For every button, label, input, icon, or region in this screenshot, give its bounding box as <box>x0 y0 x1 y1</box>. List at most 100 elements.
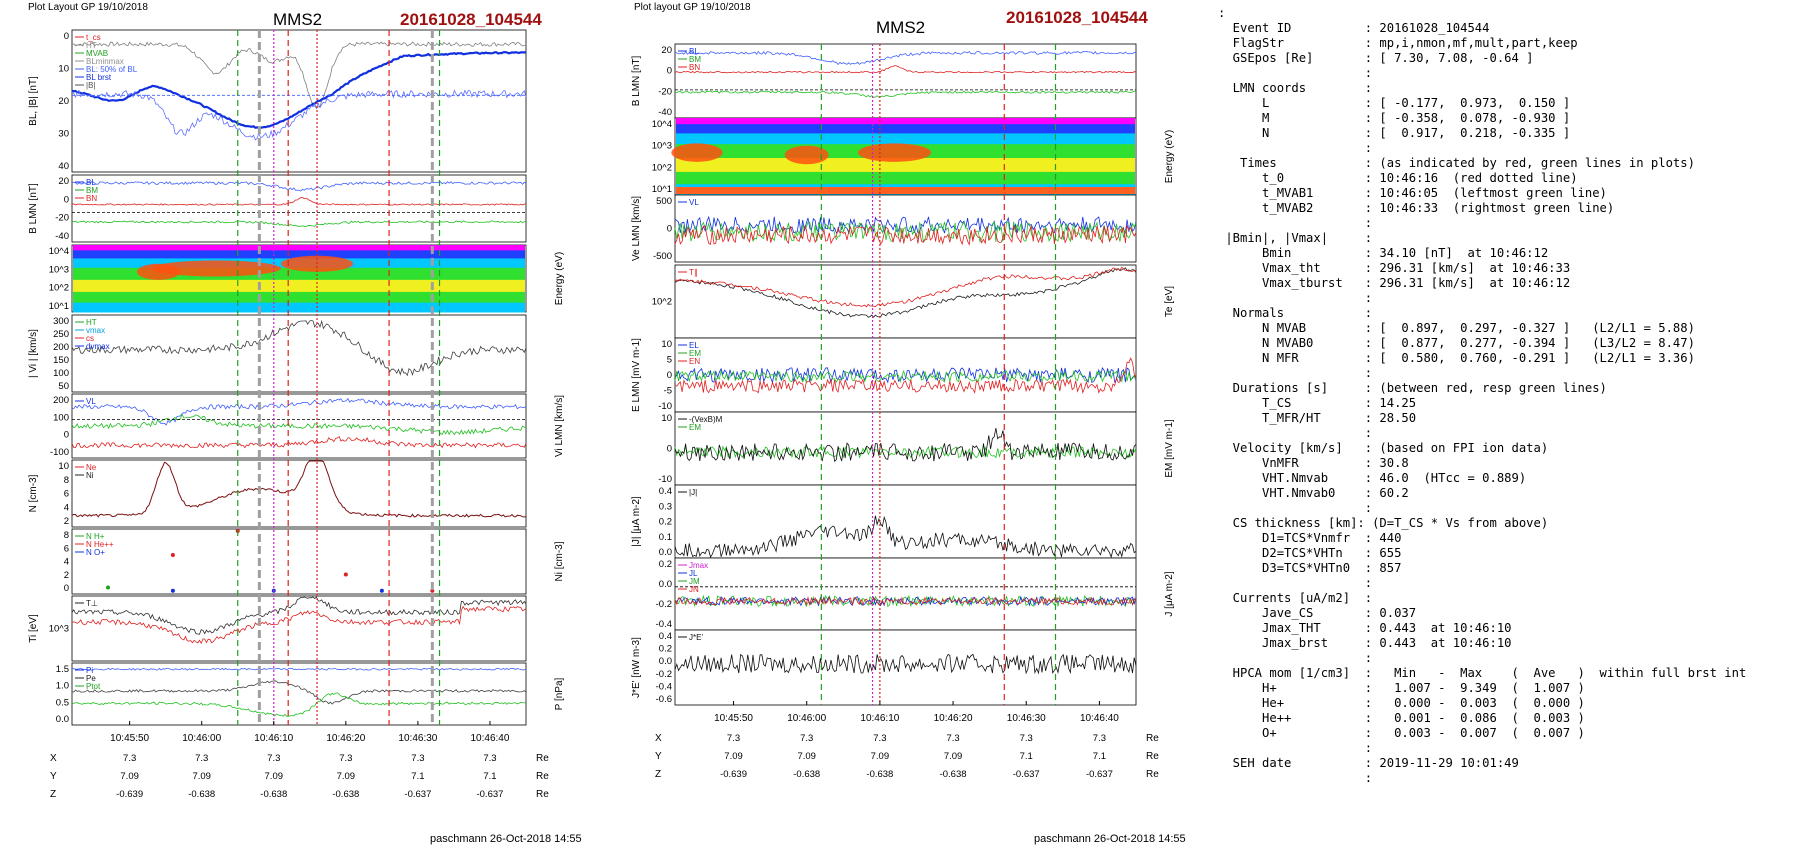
info-line: : <box>1218 291 1373 305</box>
left-footer: paschmann 26-Oct-2018 14:55 <box>430 833 582 845</box>
event-info-panel: : Event ID : 20161028_104544 FlagStr : m… <box>1218 6 1798 796</box>
info-line: : <box>1218 501 1373 515</box>
position-value: 7.09 <box>337 771 356 782</box>
tick-label: -10 <box>658 474 672 485</box>
info-line: D2=TCS*VHTn : 655 <box>1218 546 1402 560</box>
legend-entry: N O+ <box>86 548 105 557</box>
position-unit: Re <box>1146 751 1159 762</box>
position-value: 7.3 <box>1020 733 1033 744</box>
info-line: Times : (as indicated by red, green line… <box>1218 156 1695 170</box>
tick-label: -40 <box>55 231 69 242</box>
series-line <box>674 215 1137 235</box>
axis-label: | Vi | [km/s] <box>28 329 39 378</box>
tick-label: 20 <box>58 96 69 107</box>
info-line: Event ID : 20161028_104544 <box>1218 21 1490 35</box>
position-value: -0.638 <box>188 789 215 800</box>
tick-label: 50 <box>58 381 69 392</box>
series-line <box>674 653 1137 675</box>
info-line: Jmax_THT : 0.443 at 10:46:10 <box>1218 621 1512 635</box>
position-value: 7.3 <box>800 733 813 744</box>
position-value: -0.639 <box>116 789 143 800</box>
legend-entry: Pi <box>86 666 93 675</box>
position-unit: Re <box>1146 733 1159 744</box>
left-event-id: 20161028_104544 <box>400 10 542 29</box>
series-line <box>674 266 1137 308</box>
tick-label: 0 <box>667 66 672 77</box>
position-value: 7.1 <box>1020 751 1033 762</box>
legend-entry: vmax <box>86 326 105 335</box>
position-value: 7.3 <box>946 733 959 744</box>
info-line: : <box>1218 576 1373 590</box>
axis-label: J [μA m-2] <box>1164 571 1175 616</box>
position-value: 7.3 <box>411 753 424 764</box>
x-tick-label: 10:45:50 <box>110 733 149 744</box>
axis-label: Te [eV] <box>1164 286 1175 317</box>
info-line: t_MVAB1 : 10:46:05 (leftmost green line) <box>1218 186 1607 200</box>
spectrogram-band <box>676 158 1135 173</box>
legend-entry: BN <box>86 194 97 203</box>
info-line: : <box>1218 741 1373 755</box>
info-line: Jave_CS : 0.037 <box>1218 606 1417 620</box>
info-line: Durations [s] : (between red, resp green… <box>1218 381 1607 395</box>
legend-entry: Ni <box>86 471 94 480</box>
tick-label: 4 <box>64 502 69 513</box>
info-line: T_CS : 14.25 <box>1218 396 1417 410</box>
tick-label: 0 <box>64 31 69 42</box>
tick-label: 0 <box>667 444 672 455</box>
left-panel-7: 10^3 Ti [eV] T⊥ <box>28 595 527 662</box>
position-value: 7.1 <box>411 771 424 782</box>
tick-label: 0 <box>64 194 69 205</box>
middle-panel-1: 10^4 10^3 10^2 10^1 Energy (eV) <box>652 117 1175 196</box>
position-value: -0.638 <box>793 769 820 780</box>
tick-label: 8 <box>64 530 69 541</box>
tick-label: 0.0 <box>659 547 672 558</box>
axis-label: Ve LMN [km/s] <box>631 196 642 261</box>
panel-frame <box>674 264 1137 339</box>
legend-entry: JL <box>689 569 698 578</box>
legend-entry: Pe <box>86 674 96 683</box>
series-line <box>71 605 527 645</box>
series-line <box>71 692 526 717</box>
info-line: : <box>1218 66 1373 80</box>
axis-label: Vi LMN [km/s] <box>554 395 565 457</box>
info-line: CS thickness [km]: (D=T_CS * Vs from abo… <box>1218 516 1549 530</box>
info-line: N MFR : [ 0.580, 0.760, -0.291 ] (L2/L1 … <box>1218 351 1695 365</box>
left-title: MMS2 <box>273 10 323 29</box>
middle-panel-3: 10^2 Te [eV] T∥ <box>652 264 1175 339</box>
legend-entry: HT <box>86 41 97 50</box>
position-value: 7.3 <box>195 753 208 764</box>
position-value: 7.3 <box>727 733 740 744</box>
panel-frame <box>674 43 1137 119</box>
info-line: Currents [uA/m2] : <box>1218 591 1373 605</box>
info-line: LMN coords : <box>1218 81 1373 95</box>
spectrogram-band <box>676 171 1135 185</box>
data-point <box>343 572 348 577</box>
legend-entry: VL <box>86 397 96 406</box>
tick-label: 200 <box>53 342 69 353</box>
panel-frame <box>71 595 527 662</box>
axis-label: Ti [eV] <box>28 614 39 643</box>
position-value: 7.09 <box>797 751 816 762</box>
position-value: 7.3 <box>123 753 136 764</box>
axis-label: N [cm-3] <box>28 474 39 512</box>
legend-entry: JM <box>689 577 700 586</box>
spectrogram-band <box>73 291 525 304</box>
tick-label: 0 <box>667 370 672 381</box>
series-line <box>71 680 527 705</box>
tick-label: 0.0 <box>659 579 672 590</box>
tick-label: 10^4 <box>49 246 69 257</box>
info-line: M : [ -0.358, 0.078, -0.930 ] <box>1218 111 1571 125</box>
series-line <box>674 50 1137 66</box>
series-line <box>71 220 527 228</box>
position-value: 7.09 <box>944 751 963 762</box>
info-line: Velocity [km/s] : (based on FPI ion data… <box>1218 441 1549 455</box>
position-value: 7.1 <box>483 771 496 782</box>
legend-entry: EN <box>689 357 700 366</box>
position-value: -0.639 <box>720 769 747 780</box>
x-tick-label: 10:46:40 <box>470 733 509 744</box>
position-row-label: Y <box>50 771 57 782</box>
tick-label: 0.0 <box>659 656 672 667</box>
spectrogram-band <box>73 302 525 313</box>
position-row-label: X <box>50 753 57 764</box>
